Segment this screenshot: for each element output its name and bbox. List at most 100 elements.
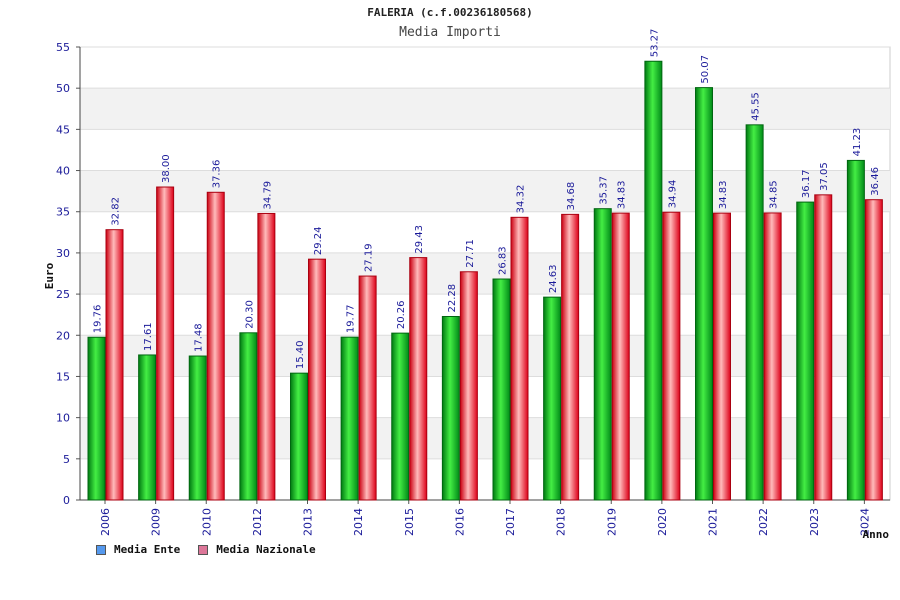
x-tick-label: 2023	[808, 508, 821, 536]
x-tick-label: 2010	[200, 508, 213, 536]
data-label: 36.17	[801, 169, 812, 198]
x-tick-label: 2006	[99, 508, 112, 536]
bar-ente	[543, 296, 562, 501]
y-tick-label: 45	[56, 123, 70, 136]
data-label: 37.05	[819, 162, 830, 191]
data-label: 24.63	[548, 264, 559, 293]
data-label: 50.07	[700, 55, 711, 84]
bar-nazionale	[814, 194, 833, 501]
bar-ente	[340, 336, 359, 501]
bar-nazionale	[105, 229, 124, 501]
legend-item-nazionale: Media Nazionale	[198, 543, 316, 556]
data-label: 37.36	[212, 160, 223, 189]
data-label: 20.26	[396, 300, 407, 329]
data-label: 17.48	[194, 323, 205, 352]
chart-subtitle: Media Importi	[399, 25, 501, 40]
data-label: 34.94	[667, 180, 678, 209]
y-axis-label: Euro	[43, 262, 56, 289]
bar-nazionale	[611, 212, 630, 501]
y-tick-label: 10	[56, 412, 70, 425]
bar-nazionale	[308, 258, 326, 501]
data-label: 34.79	[262, 181, 273, 210]
bar-ente	[138, 354, 157, 501]
bar-nazionale	[864, 199, 883, 501]
legend-label-nazionale: Media Nazionale	[216, 543, 316, 556]
bar-ente	[391, 332, 410, 501]
x-tick-label: 2017	[504, 508, 517, 536]
data-label: 15.40	[295, 341, 306, 370]
bar-nazionale	[763, 212, 782, 501]
y-tick-label: 25	[56, 288, 70, 301]
bar-ente	[695, 87, 713, 501]
chart-title: FALERIA (c.f.00236180568)	[367, 6, 533, 19]
bar-nazionale	[206, 191, 225, 501]
bar-ente	[239, 332, 258, 501]
legend-swatch-ente	[96, 544, 106, 555]
bar-nazionale	[156, 186, 175, 501]
data-label: 34.83	[718, 180, 729, 209]
bar-ente	[441, 315, 460, 501]
data-label: 32.82	[111, 197, 122, 226]
x-tick-label: 2014	[352, 508, 365, 536]
data-label: 35.37	[599, 176, 610, 205]
data-label: 53.27	[649, 29, 660, 58]
bar-ente	[745, 124, 764, 501]
data-label: 34.32	[516, 185, 527, 214]
data-label: 27.19	[364, 243, 375, 272]
data-label: 19.77	[346, 305, 357, 334]
x-tick-label: 2013	[302, 508, 315, 536]
data-label: 36.46	[870, 167, 881, 196]
y-tick-label: 0	[63, 494, 70, 507]
y-tick-label: 15	[56, 370, 70, 383]
y-tick-label: 30	[56, 247, 70, 260]
bar-nazionale	[561, 213, 580, 501]
bar-ente	[290, 372, 308, 501]
x-tick-label: 2015	[403, 508, 416, 536]
bar-ente	[492, 278, 511, 501]
data-label: 34.83	[617, 180, 628, 209]
data-label: 22.28	[447, 284, 458, 313]
x-tick-label: 2012	[251, 508, 264, 536]
data-label: 19.76	[93, 305, 104, 334]
y-tick-label: 50	[56, 82, 70, 95]
x-axis-label: Anno	[863, 528, 890, 541]
bar-ente	[846, 159, 865, 501]
y-tick-label: 40	[56, 165, 70, 178]
data-label: 27.71	[465, 239, 476, 268]
bar-nazionale	[358, 275, 377, 501]
x-tick-label: 2024	[858, 508, 871, 536]
legend-item-ente: Media Ente	[96, 543, 180, 556]
x-tick-label: 2021	[707, 508, 720, 536]
bar-nazionale	[510, 216, 529, 501]
x-tick-label: 2022	[757, 508, 770, 536]
y-tick-label: 20	[56, 329, 70, 342]
data-label: 29.24	[313, 227, 324, 256]
bar-nazionale	[459, 271, 478, 501]
bar-nazionale	[713, 212, 731, 501]
data-label: 34.68	[566, 182, 577, 211]
bar-ente	[644, 60, 663, 501]
x-tick-label: 2009	[150, 508, 163, 536]
data-label: 45.55	[751, 92, 762, 121]
y-tick-label: 35	[56, 206, 70, 219]
legend-label-ente: Media Ente	[114, 543, 181, 556]
bar-ente	[87, 336, 106, 501]
bar-ente	[188, 355, 207, 501]
x-tick-label: 2016	[453, 508, 466, 536]
bar-ente	[796, 201, 815, 501]
data-label: 17.61	[143, 322, 154, 351]
y-tick-label: 55	[56, 41, 70, 54]
data-label: 29.43	[414, 225, 425, 254]
data-label: 38.00	[161, 154, 172, 183]
legend-swatch-nazionale	[198, 544, 209, 555]
x-tick-label: 2020	[656, 508, 669, 536]
x-tick-label: 2018	[555, 508, 568, 536]
bar-ente	[593, 208, 612, 501]
legend: Media Ente Media Nazionale	[96, 543, 316, 556]
bar-nazionale	[409, 257, 428, 501]
bar-nazionale	[257, 212, 276, 501]
data-label: 41.23	[852, 128, 863, 157]
bar-nazionale	[662, 211, 681, 501]
y-tick-label: 5	[63, 453, 70, 466]
